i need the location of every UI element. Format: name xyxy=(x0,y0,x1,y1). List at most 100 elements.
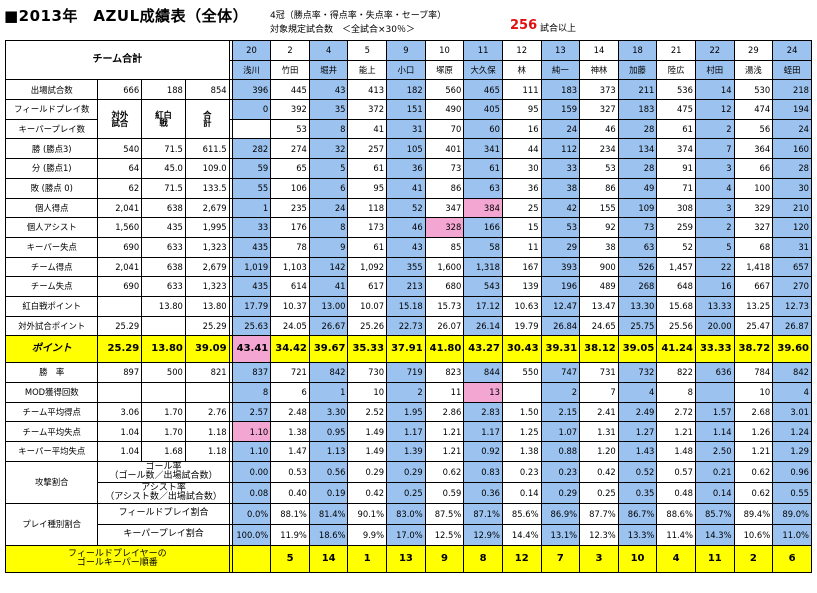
row-label: 対外試合ポイント xyxy=(4,315,99,337)
point-cell: 34.42 xyxy=(270,335,310,364)
player-name: 大久保 xyxy=(463,59,503,81)
stat-cell: 2 xyxy=(540,382,581,403)
stat-cell: 26.87 xyxy=(772,315,812,337)
stat-cell: 12 xyxy=(694,99,735,120)
stat-cell: 7 xyxy=(694,138,735,160)
stat-cell: 842 xyxy=(308,362,349,383)
stat-cell: 59 xyxy=(231,158,272,179)
stat-cell: 327 xyxy=(579,99,619,120)
stat-cell: 41 xyxy=(347,118,388,140)
stat-cell: 13.33 xyxy=(694,295,735,317)
point-total: 39.09 xyxy=(184,335,230,364)
stat-cell: 194 xyxy=(772,99,812,120)
stat-cell: 14 xyxy=(694,79,735,101)
stat-cell: 842 xyxy=(772,362,812,383)
stat-row: フィールドプレイ数 対外 試合 紅白 戦合 計 0 392 35 372 151 490 405 9… xyxy=(4,99,812,140)
stat-cell: 109 xyxy=(617,197,658,219)
stat-cell: 10 xyxy=(347,382,388,403)
note-rule: 対象規定試合数 ＜全試合×30％＞ xyxy=(270,25,415,35)
stat-cell: 15.18 xyxy=(386,295,426,317)
stat-cell: 10 xyxy=(733,382,774,403)
stat-cell: 111 xyxy=(501,79,542,101)
order-label: フィールドプレイヤーの ゴールキーパー順番 xyxy=(5,544,230,573)
stat-cell: 1.49 xyxy=(347,421,388,443)
stat-cell: 17.79 xyxy=(231,295,272,317)
stat-cell: 0.57 xyxy=(656,460,696,483)
stat-cell: 52 xyxy=(386,197,426,219)
stat-cell: 0.14 xyxy=(501,481,542,504)
stat-cell: 218 xyxy=(772,79,812,101)
point-cell: 43.27 xyxy=(463,335,503,364)
order-cell xyxy=(231,544,272,573)
stat-cell: 183 xyxy=(617,99,658,120)
stat-cell: 66 xyxy=(733,158,774,179)
stat-cell: 373 xyxy=(579,79,619,101)
stat-cell: 0.92 xyxy=(463,441,503,462)
stat-cell: 10.37 xyxy=(270,295,310,317)
stat-cell: 49 xyxy=(617,177,658,199)
stat-cell: 0.21 xyxy=(694,460,735,483)
stat-cell: 95 xyxy=(501,99,542,120)
stat-cell: 211 xyxy=(617,79,658,101)
stat-cell: 1.47 xyxy=(270,441,310,462)
stat-cell: 16 xyxy=(694,276,735,297)
row-label: キーパー平均失点 xyxy=(4,441,99,462)
stat-cell: 235 xyxy=(270,197,310,219)
row-label: キーパー失点 xyxy=(4,236,99,258)
stat-cell: 1.38 xyxy=(501,441,542,462)
stat-cell: 24.65 xyxy=(579,315,619,337)
row-label: フィールドプレイ数 xyxy=(4,99,99,120)
stat-cell: 13.00 xyxy=(308,295,349,317)
stat-cell: 58 xyxy=(463,236,503,258)
stat-cell: 85.6% xyxy=(501,502,542,525)
team-total-cell: 690 xyxy=(97,276,143,297)
stat-cell: 11.4% xyxy=(656,523,696,546)
stat-cell: 63 xyxy=(463,177,503,199)
player-name: 林 xyxy=(501,59,542,81)
stat-cell: 55 xyxy=(231,177,272,199)
stat-cell: 106 xyxy=(270,177,310,199)
stat-cell: 30 xyxy=(501,158,542,179)
player-number: 14 xyxy=(579,40,619,61)
stat-cell: 1.38 xyxy=(270,421,310,443)
stat-cell: 0.56 xyxy=(308,460,349,483)
stat-cell: 68 xyxy=(733,236,774,258)
stat-cell: 1.39 xyxy=(386,441,426,462)
stat-cell: 731 xyxy=(579,362,619,383)
stat-cell: 1 xyxy=(308,382,349,403)
stat-cell: 0.53 xyxy=(270,460,310,483)
stat-cell: 648 xyxy=(656,276,696,297)
order-cell: 10 xyxy=(617,544,658,573)
stat-cell: 0.35 xyxy=(617,481,658,504)
stat-cell: 274 xyxy=(270,138,310,160)
row-label: 紅白戦ポイント xyxy=(4,295,99,317)
stat-cell: 413 xyxy=(347,79,388,101)
stat-cell: 85 xyxy=(424,236,465,258)
stat-cell: 1.21 xyxy=(424,441,465,462)
stat-row: 分 (勝点1) 64 45.0 109.0 59 65 5 61 36 73 61 30 33 53 28 9… xyxy=(4,158,812,179)
stat-cell: 0.62 xyxy=(733,481,774,504)
stat-cell: 270 xyxy=(772,276,812,297)
point-cell: 37.91 xyxy=(386,335,426,364)
stat-cell: 24 xyxy=(308,197,349,219)
stat-cell: 182 xyxy=(386,79,426,101)
player-name: 竹田 xyxy=(270,59,310,81)
stat-row: 勝 (勝点3) 540 71.5 611.5 282 274 32 257 105 401 341 4… xyxy=(4,138,812,160)
stat-cell: 0.25 xyxy=(579,481,619,504)
stat-cell: 87.1% xyxy=(463,502,503,525)
team-total-cell: 64 xyxy=(97,158,143,179)
stat-cell: 0.96 xyxy=(772,460,812,483)
stat-cell: 0.83 xyxy=(463,460,503,483)
stat-cell: 100 xyxy=(733,177,774,199)
stat-cell: 13.47 xyxy=(579,295,619,317)
stat-cell: 844 xyxy=(463,362,503,383)
header-row-names: 浅川 竹田 堀井 能上 小口 塚原 大久保林純一 神林 加藤 陸広 村田 湯浅 蛭田 xyxy=(6,59,812,81)
point-cell: 43.41 xyxy=(231,335,272,364)
stat-cell: 53 xyxy=(540,217,581,238)
stat-cell: 526 xyxy=(617,256,658,278)
team-total-cell xyxy=(97,382,143,403)
point-cell: 38.12 xyxy=(579,335,619,364)
stat-cell: 95 xyxy=(347,177,388,199)
attack-label: 攻撃割合 xyxy=(4,460,99,504)
stat-cell: 2 xyxy=(694,118,735,140)
